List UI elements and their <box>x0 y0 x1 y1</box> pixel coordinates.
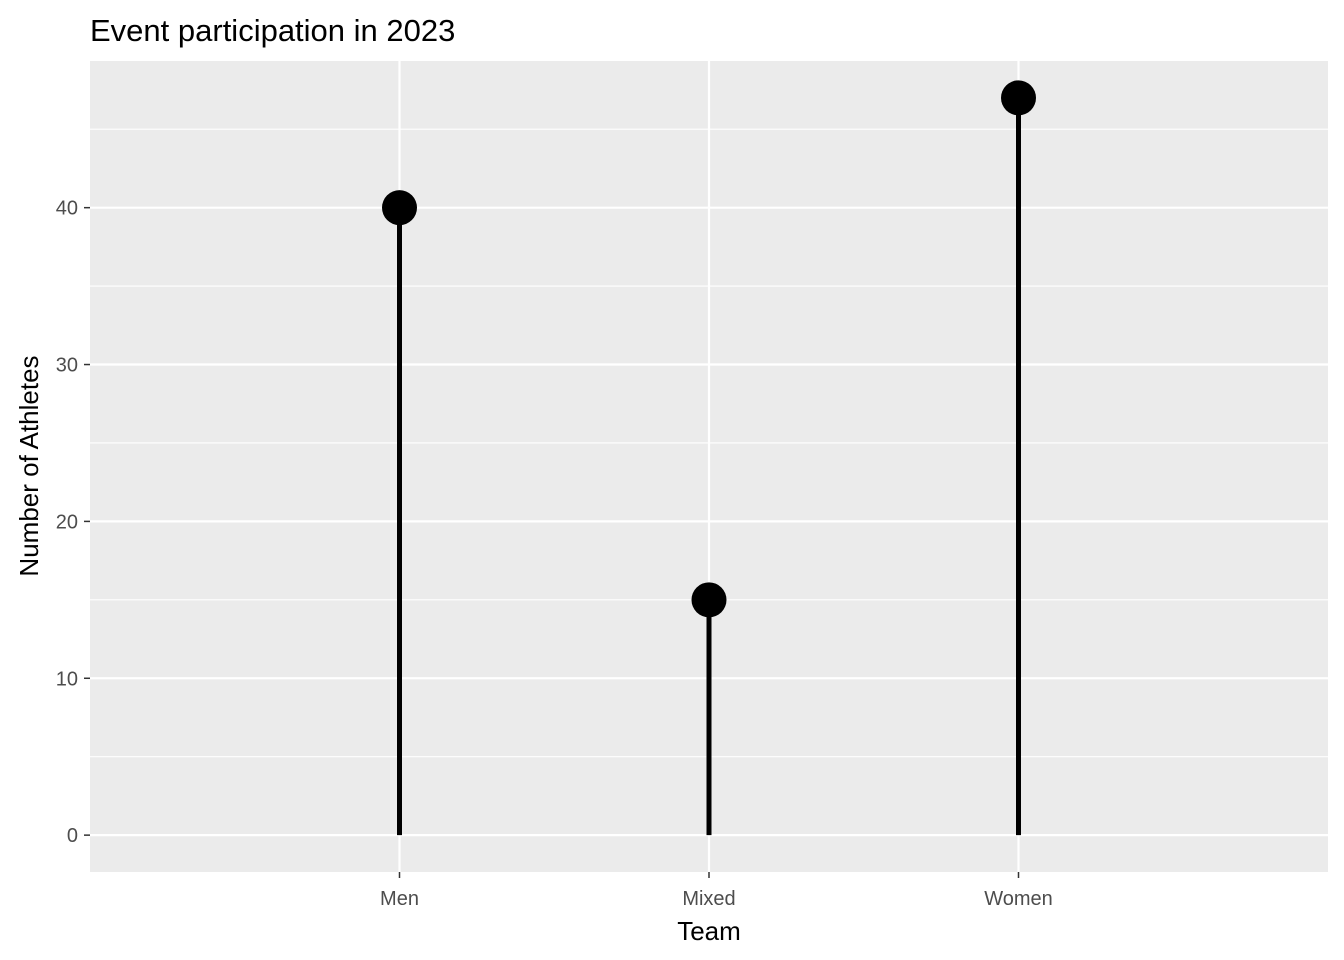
lollipop-point-women <box>1001 80 1036 116</box>
y-axis-title: Number of Athletes <box>14 355 44 576</box>
y-tick-label: 0 <box>67 825 78 847</box>
lollipop-point-men <box>382 190 417 226</box>
chart-title: Event participation in 2023 <box>90 13 455 48</box>
x-axis-title: Team <box>677 916 741 946</box>
x-tick-label: Men <box>380 888 419 910</box>
x-tick-label: Mixed <box>682 888 735 910</box>
lollipop-point-mixed <box>691 582 727 618</box>
x-axis: Men Mixed Women <box>380 872 1053 910</box>
y-axis: 0 10 20 30 40 <box>56 198 90 847</box>
mark-layer <box>382 80 1036 836</box>
y-tick-label: 10 <box>56 668 78 690</box>
y-tick-label: 40 <box>56 198 78 220</box>
x-tick-label: Women <box>984 888 1053 910</box>
y-tick-label: 30 <box>56 355 78 377</box>
y-tick-label: 20 <box>56 511 78 533</box>
